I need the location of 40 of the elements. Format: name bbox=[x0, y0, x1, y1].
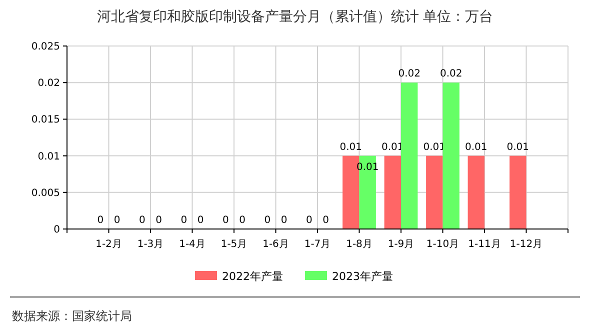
data-label: 0 bbox=[239, 215, 246, 226]
y-tick-label: 0.01 bbox=[38, 151, 60, 162]
y-tick-label: 0.025 bbox=[31, 42, 60, 52]
data-label: 0 bbox=[97, 215, 104, 226]
data-label: 0.01 bbox=[423, 142, 446, 153]
x-tick-label: 1-5月 bbox=[220, 239, 248, 250]
x-tick-label: 1-8月 bbox=[346, 239, 372, 250]
data-label: 0 bbox=[306, 215, 312, 226]
x-tick-label: 1-9月 bbox=[388, 239, 414, 250]
y-tick-label: 0 bbox=[54, 224, 60, 236]
data-label: 0 bbox=[197, 215, 204, 226]
data-label: 0 bbox=[222, 215, 229, 226]
x-tick-label: 1-12月 bbox=[510, 239, 543, 250]
data-label: 0.01 bbox=[382, 142, 404, 153]
data-label: 0 bbox=[280, 215, 288, 226]
data-label: 0.02 bbox=[440, 68, 462, 80]
x-tick-label: 1-6月 bbox=[262, 239, 289, 250]
x-tick-label: 1-3月 bbox=[137, 239, 164, 250]
legend-label: 2022年产量 bbox=[222, 270, 283, 283]
data-label: 0.01 bbox=[465, 142, 488, 153]
data-label: 0 bbox=[322, 215, 330, 226]
y-tick-label: 0.005 bbox=[31, 188, 60, 199]
chart-title: 河北省复印和胶版印制设备产量分月（累计值）统计 单位：万台 bbox=[96, 9, 494, 25]
legend-label: 2023年产量 bbox=[332, 270, 393, 283]
data-label: 0 bbox=[114, 215, 120, 226]
source-note: 数据来源：国家统计局 bbox=[12, 309, 132, 323]
x-tick-label: 1-7月 bbox=[304, 239, 331, 250]
data-label: 0.02 bbox=[398, 68, 420, 80]
x-tick-label: 1-11月 bbox=[468, 239, 501, 250]
y-tick-label: 0.015 bbox=[31, 114, 60, 126]
x-tick-label: 1-10月 bbox=[426, 239, 460, 250]
y-tick-label: 0.02 bbox=[38, 78, 60, 90]
data-label: 0 bbox=[180, 215, 188, 226]
data-label: 0 bbox=[138, 215, 146, 226]
data-label: 0 bbox=[156, 215, 162, 226]
x-tick-label: 1-4月 bbox=[179, 239, 206, 250]
data-label: 0 bbox=[264, 215, 271, 226]
data-label: 0.01 bbox=[340, 142, 362, 153]
x-tick-label: 1-2月 bbox=[96, 239, 122, 250]
data-label: 0.01 bbox=[506, 142, 530, 153]
